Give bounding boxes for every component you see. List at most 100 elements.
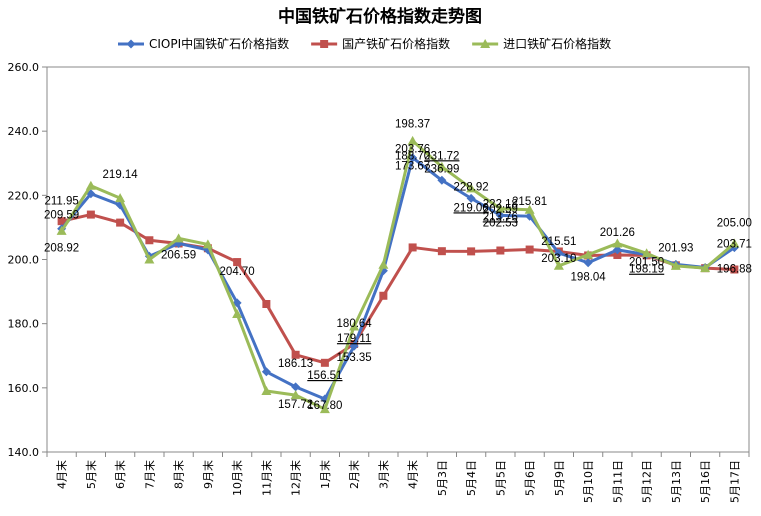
point-triangle [641, 248, 652, 258]
point-triangle [436, 161, 447, 171]
x-tick-label: 5月9日 [553, 460, 566, 496]
legend-label: 国产铁矿石价格指数 [342, 36, 450, 51]
point-square [525, 245, 534, 254]
point-diamond [495, 210, 505, 220]
x-tick-label: 10月末 [230, 460, 244, 496]
point-square [320, 40, 329, 48]
x-tick-label: 5月4日 [465, 460, 478, 496]
data-label: 228.92 [454, 181, 489, 193]
data-label: 231.72 [424, 150, 459, 162]
data-label: 213.76 [483, 211, 518, 223]
data-label: 201.26 [600, 227, 635, 239]
legend-label: CIOPI中国铁矿石价格指数 [149, 36, 289, 51]
data-label: 202.53 [483, 217, 518, 229]
x-tick-label: 5月3日 [436, 460, 449, 496]
point-square [86, 210, 95, 219]
x-tick-label: 5月16日 [699, 460, 712, 503]
point-square [408, 243, 417, 252]
point-triangle [173, 233, 184, 243]
point-diamond [126, 39, 136, 49]
data-label: 198.37 [395, 119, 430, 131]
point-triangle [495, 203, 506, 213]
point-triangle [115, 193, 126, 203]
x-tick-label: 6月末 [113, 460, 127, 489]
point-square [467, 247, 476, 256]
x-tick-label: 5月10日 [582, 460, 595, 503]
point-diamond [612, 245, 622, 255]
point-triangle [290, 390, 301, 400]
point-square [116, 218, 125, 227]
legend: CIOPI中国铁矿石价格指数 国产铁矿石价格指数 进口铁矿石价格指数 [118, 36, 611, 51]
point-triangle [144, 254, 155, 264]
data-label: 203.10 [541, 253, 576, 265]
data-label: 188.70 [395, 151, 430, 163]
data-label: 167.80 [307, 400, 342, 412]
point-triangle [232, 309, 243, 319]
point-triangle [583, 249, 594, 259]
point-triangle [729, 238, 740, 248]
y-tick-label: 220.0 [8, 189, 40, 202]
data-label: 204.70 [220, 266, 255, 278]
x-tick-label: 5月11日 [611, 460, 624, 503]
data-label: 202.59 [483, 203, 518, 215]
y-tick-label: 200.0 [8, 254, 40, 267]
series-1 [57, 210, 739, 367]
data-label: 203.71 [717, 239, 752, 251]
x-tick-label: 5月13日 [670, 460, 683, 503]
x-tick-label: 11月末 [259, 460, 273, 496]
point-triangle [85, 180, 96, 190]
data-label: 236.99 [424, 163, 459, 175]
data-label: 157.72 [278, 399, 313, 411]
y-tick-label: 180.0 [8, 318, 40, 331]
point-triangle [378, 259, 389, 269]
plot-area: 140.0 160.0 180.0 200.0 220.0 240.0 260.0 4月末 5月… [8, 61, 750, 503]
x-tick-label: 5月5日 [494, 460, 507, 496]
point-square [496, 246, 505, 255]
point-square [57, 217, 66, 226]
x-tick-label: 12月末 [289, 460, 303, 496]
data-label: 156.51 [307, 370, 342, 382]
x-tick-label: 3月末 [376, 460, 390, 489]
x-tick-label: 9月末 [201, 460, 215, 489]
point-triangle [524, 204, 535, 214]
series-line [60, 156, 736, 401]
point-square [320, 358, 329, 367]
point-square [437, 247, 446, 256]
point-square [613, 251, 622, 260]
data-label: 196.88 [717, 264, 752, 276]
point-triangle [407, 135, 418, 145]
data-label: 219.14 [103, 169, 139, 181]
data-label: 201.93 [658, 242, 693, 254]
data-label: 206.59 [161, 249, 196, 261]
point-diamond [261, 367, 271, 377]
x-tick-label: 4月末 [406, 460, 420, 489]
data-label: 186.13 [278, 358, 313, 370]
point-diamond [291, 382, 301, 392]
point-triangle [700, 263, 711, 273]
point-triangle [480, 39, 491, 48]
data-label: 203.76 [395, 144, 430, 156]
y-tick-label: 240.0 [8, 125, 40, 138]
x-tick-label: 7月末 [142, 460, 156, 489]
point-diamond [583, 258, 593, 268]
series-layer [56, 135, 740, 414]
x-tick-label: 5月6日 [524, 460, 537, 496]
legend-item-0: CIOPI中国铁矿石价格指数 [118, 36, 289, 51]
legend-item-2: 进口铁矿石价格指数 [472, 36, 611, 51]
x-tick-label: 5月末 [84, 460, 98, 489]
y-tick-label: 160.0 [8, 382, 40, 395]
series-2 [56, 135, 740, 414]
series-line [60, 139, 736, 411]
x-tick-label: 2月末 [347, 460, 361, 489]
point-triangle [349, 321, 360, 331]
data-label: 198.04 [571, 272, 607, 284]
point-triangle [553, 260, 564, 270]
data-label: 180.64 [337, 318, 373, 330]
x-tick-label: 4月末 [55, 460, 69, 489]
y-tick-label: 260.0 [8, 61, 40, 74]
data-label: 222.18 [483, 198, 518, 210]
data-label: 198.19 [629, 264, 664, 276]
point-triangle [56, 225, 67, 235]
data-label: 153.35 [337, 352, 372, 364]
